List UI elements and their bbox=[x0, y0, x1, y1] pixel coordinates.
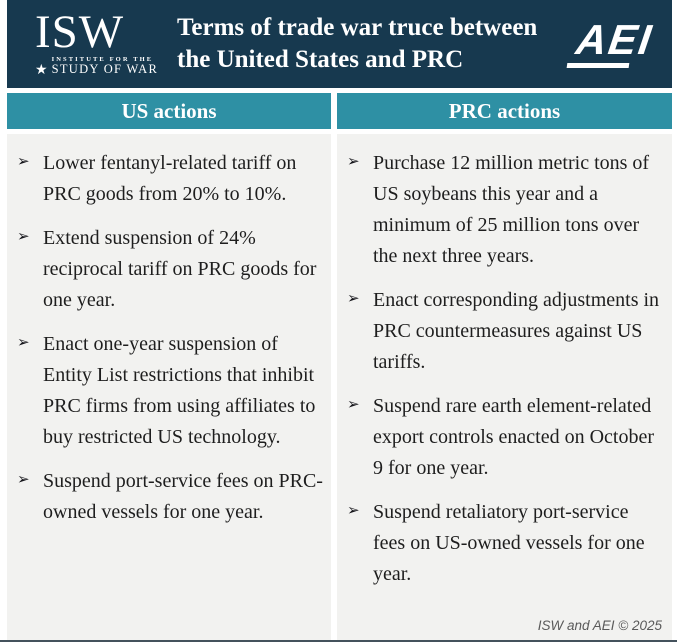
arrow-bullet-icon: ➢ bbox=[17, 227, 30, 245]
page-title-line2: the United States and PRC bbox=[177, 46, 464, 73]
page-title: Terms of trade war truce between the Uni… bbox=[165, 12, 564, 76]
list-item-text: Enact one-year suspension of Entity List… bbox=[43, 333, 316, 448]
column-header-band: US actions PRC actions bbox=[7, 93, 672, 129]
list-item: ➢ Extend suspension of 24% reciprocal ta… bbox=[17, 223, 323, 316]
arrow-bullet-icon: ➢ bbox=[17, 470, 30, 488]
list-item: ➢ Enact one-year suspension of Entity Li… bbox=[17, 329, 323, 453]
arrow-bullet-icon: ➢ bbox=[347, 289, 360, 307]
header-bar: ISW ★ INSTITUTE FOR THE STUDY OF WAR Ter… bbox=[7, 0, 672, 88]
copyright-credit: ISW and AEI © 2025 bbox=[537, 618, 662, 633]
isw-logo-line1: INSTITUTE FOR THE bbox=[51, 55, 154, 63]
list-item: ➢ Suspend rare earth element-related exp… bbox=[347, 391, 664, 484]
table-body: ➢ Lower fentanyl-related tariff on PRC g… bbox=[7, 134, 672, 640]
list-item-text: Enact corresponding adjustments in PRC c… bbox=[373, 289, 660, 373]
arrow-bullet-icon: ➢ bbox=[17, 333, 30, 351]
us-actions-column: ➢ Lower fentanyl-related tariff on PRC g… bbox=[7, 134, 331, 640]
list-item-text: Lower fentanyl-related tariff on PRC goo… bbox=[43, 152, 297, 205]
list-item: ➢ Lower fentanyl-related tariff on PRC g… bbox=[17, 148, 323, 210]
prc-actions-column: ➢ Purchase 12 million metric tons of US … bbox=[337, 134, 672, 640]
arrow-bullet-icon: ➢ bbox=[347, 501, 360, 519]
isw-logo-subtext: INSTITUTE FOR THE STUDY OF WAR bbox=[52, 56, 159, 77]
page-title-line1: Terms of trade war truce between bbox=[177, 14, 538, 41]
list-item-text: Purchase 12 million metric tons of US so… bbox=[373, 152, 650, 267]
isw-logo-subrow: ★ INSTITUTE FOR THE STUDY OF WAR bbox=[35, 56, 165, 77]
aei-logo-underline bbox=[566, 62, 630, 68]
aei-logo: AEI bbox=[561, 16, 676, 68]
list-item: ➢ Suspend retaliatory port-service fees … bbox=[347, 497, 664, 590]
star-icon: ★ bbox=[35, 61, 48, 78]
arrow-bullet-icon: ➢ bbox=[17, 152, 30, 170]
list-item-text: Suspend retaliatory port-service fees on… bbox=[373, 501, 645, 585]
isw-logo-line2: STUDY OF WAR bbox=[51, 62, 159, 77]
aei-logo-text: AEI bbox=[573, 16, 656, 64]
list-item: ➢ Purchase 12 million metric tons of US … bbox=[347, 148, 664, 272]
list-item: ➢ Suspend port-service fees on PRC-owned… bbox=[17, 466, 323, 528]
column-header-prc-actions: PRC actions bbox=[337, 93, 672, 129]
arrow-bullet-icon: ➢ bbox=[347, 152, 360, 170]
list-item-text: Extend suspension of 24% reciprocal tari… bbox=[43, 227, 317, 311]
list-item: ➢ Enact corresponding adjustments in PRC… bbox=[347, 285, 664, 378]
list-item-text: Suspend port-service fees on PRC-owned v… bbox=[43, 470, 323, 523]
list-item-text: Suspend rare earth element-related expor… bbox=[373, 395, 655, 479]
arrow-bullet-icon: ➢ bbox=[347, 395, 360, 413]
isw-logo-acronym: ISW bbox=[35, 6, 125, 59]
isw-logo: ISW ★ INSTITUTE FOR THE STUDY OF WAR bbox=[7, 6, 165, 77]
column-header-us-actions: US actions bbox=[7, 93, 331, 129]
